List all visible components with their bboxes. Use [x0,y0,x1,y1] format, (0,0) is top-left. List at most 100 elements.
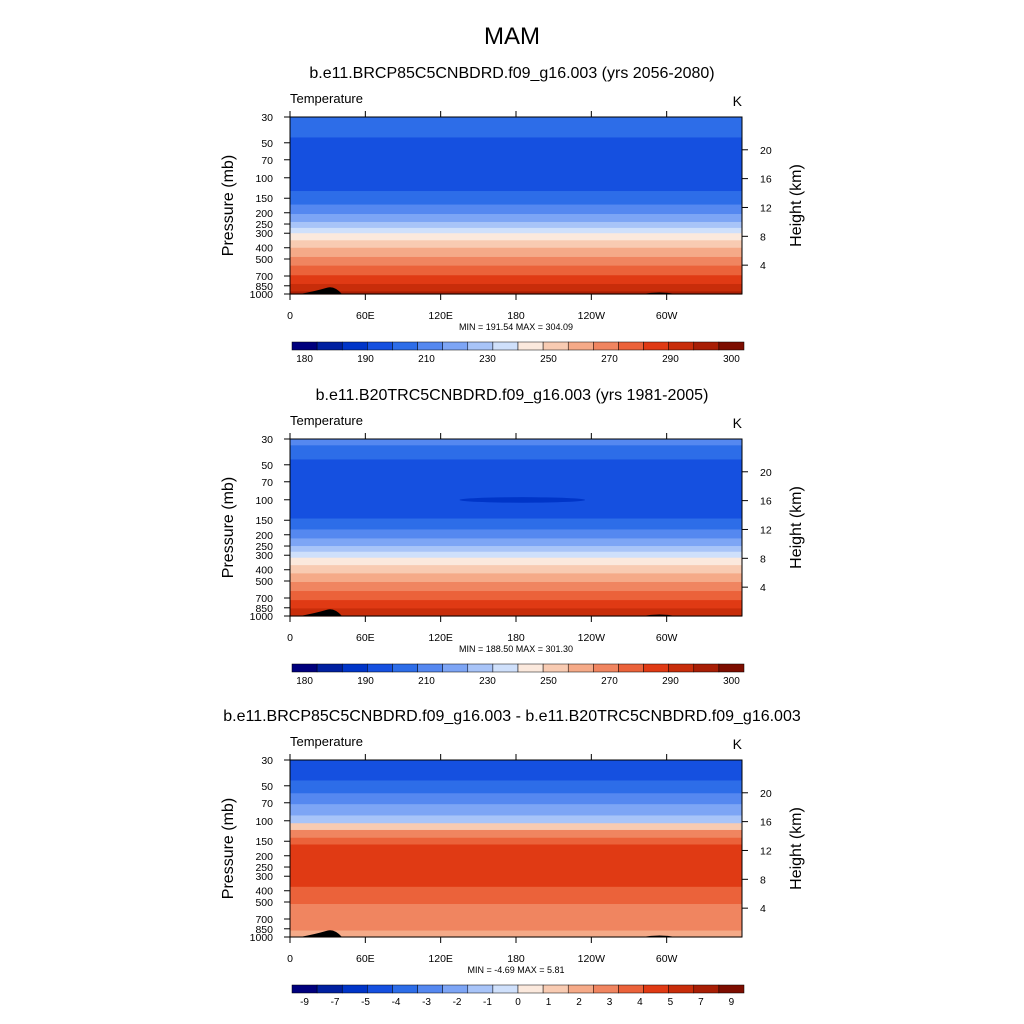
lon-tick-label: 60W [656,953,678,965]
height-tick-label: 8 [760,231,766,243]
contour-band [290,930,742,938]
contour-band [290,582,742,592]
contour-band [290,459,742,520]
colorbar-swatch [618,341,644,351]
lon-tick-label: 180 [507,310,525,322]
colorbar-label: -3 [422,997,431,1008]
height-axis-label: Height (km) [788,486,805,569]
pressure-tick-label: 200 [255,851,273,863]
colorbar-label: 290 [662,676,679,687]
pressure-tick-label: 250 [255,219,273,231]
colorbar-swatch [316,341,343,351]
contour-band [290,518,742,531]
colorbar-swatch [467,341,494,351]
pressure-tick-label: 70 [261,477,273,489]
colorbar-swatch [567,984,594,994]
colorbar-swatch [567,663,594,673]
panel-title: b.e11.B20TRC5CNBDRD.f09_g16.003 (yrs 198… [316,387,709,404]
height-tick-label: 4 [760,260,766,272]
pressure-tick-label: 1000 [250,611,274,623]
height-tick-label: 12 [760,524,772,536]
height-tick-label: 16 [760,496,772,508]
colorbar-label: 5 [668,997,674,1008]
panel-2: b.e11.B20TRC5CNBDRD.f09_g16.003 (yrs 198… [220,387,805,687]
height-tick-label: 8 [760,874,766,886]
colorbar-swatch [442,341,469,351]
colorbar-label: 300 [723,354,740,365]
colorbar-label: -5 [361,997,370,1008]
colorbar-label: 210 [418,676,435,687]
colorbar-swatch [618,984,644,994]
pressure-tick-label: 500 [255,897,273,909]
min-max-stats: MIN = 188.50 MAX = 301.30 [459,644,573,654]
height-tick-label: 4 [760,582,766,594]
contour-band [290,823,742,831]
pressure-axis-label: Pressure (mb) [220,477,237,578]
colorbar-swatch [593,984,619,994]
contour-band [290,233,742,241]
colorbar-swatch [316,984,343,994]
lon-tick-label: 180 [507,632,525,644]
lon-tick-label: 180 [507,953,525,965]
colorbar-swatch [693,341,720,351]
height-tick-label: 4 [760,903,766,915]
colorbar-label: 180 [296,676,313,687]
pressure-axis-label: Pressure (mb) [220,155,237,256]
colorbar-swatch [291,663,318,673]
contour-band [290,291,742,295]
lon-tick-label: 60E [356,953,375,965]
lon-tick-label: 120W [578,310,606,322]
contour-band [290,247,742,258]
pressure-tick-label: 1000 [250,932,274,944]
colorbar-label: -2 [453,997,462,1008]
pressure-tick-label: 50 [261,460,273,472]
colorbar-swatch [668,663,695,673]
colorbar-swatch [492,663,519,673]
panel-right-string: K [733,736,743,752]
colorbar-swatch [668,984,695,994]
colorbar-swatch [392,341,418,351]
lon-tick-label: 120W [578,632,606,644]
topography-africa [300,930,342,937]
contour-band [290,265,742,276]
height-tick-label: 12 [760,202,772,214]
pressure-tick-label: 1000 [250,289,274,301]
panel-right-string: K [733,415,743,431]
colorbar-swatch [417,984,443,994]
lon-tick-label: 0 [287,310,293,322]
pressure-tick-label: 50 [261,138,273,150]
contour-band [290,551,742,559]
pressure-tick-label: 70 [261,798,273,810]
colorbar-label: -9 [300,997,309,1008]
contour-feature-cold-core [459,497,586,503]
contour-band [290,275,742,285]
pressure-tick-label: 30 [261,112,273,124]
contour-band [290,829,742,839]
pressure-tick-label: 500 [255,254,273,266]
colorbar-label: 190 [357,354,374,365]
colorbar-swatch [517,341,544,351]
contour-bands [290,760,742,938]
colorbar-swatch [718,341,745,351]
pressure-tick-label: 700 [255,271,273,283]
colorbar-label: 190 [357,676,374,687]
height-tick-label: 16 [760,817,772,829]
height-tick-label: 20 [760,788,772,800]
colorbar-swatch [316,663,343,673]
colorbar-swatch [442,984,469,994]
pressure-tick-label: 300 [255,228,273,240]
panels-group: b.e11.BRCP85C5CNBDRD.f09_g16.003 (yrs 20… [220,65,805,1008]
colorbar-swatch [718,984,745,994]
contour-band [290,886,742,905]
colorbar: 180 190 210 230 250 270 290 300 [291,341,745,365]
contour-band [290,591,742,601]
pressure-tick-label: 700 [255,914,273,926]
lon-tick-label: 60E [356,310,375,322]
pressure-tick-label: 100 [255,173,273,185]
colorbar-label: 3 [607,997,613,1008]
min-max-stats: MIN = 191.54 MAX = 304.09 [459,322,573,332]
pressure-tick-label: 30 [261,755,273,767]
contour-band [290,837,742,846]
lon-tick-label: 60W [656,310,678,322]
colorbar: -9 -7 -5 -4 -3 -2 -1 0 1 2 3 4 5 7 9 [291,984,745,1008]
